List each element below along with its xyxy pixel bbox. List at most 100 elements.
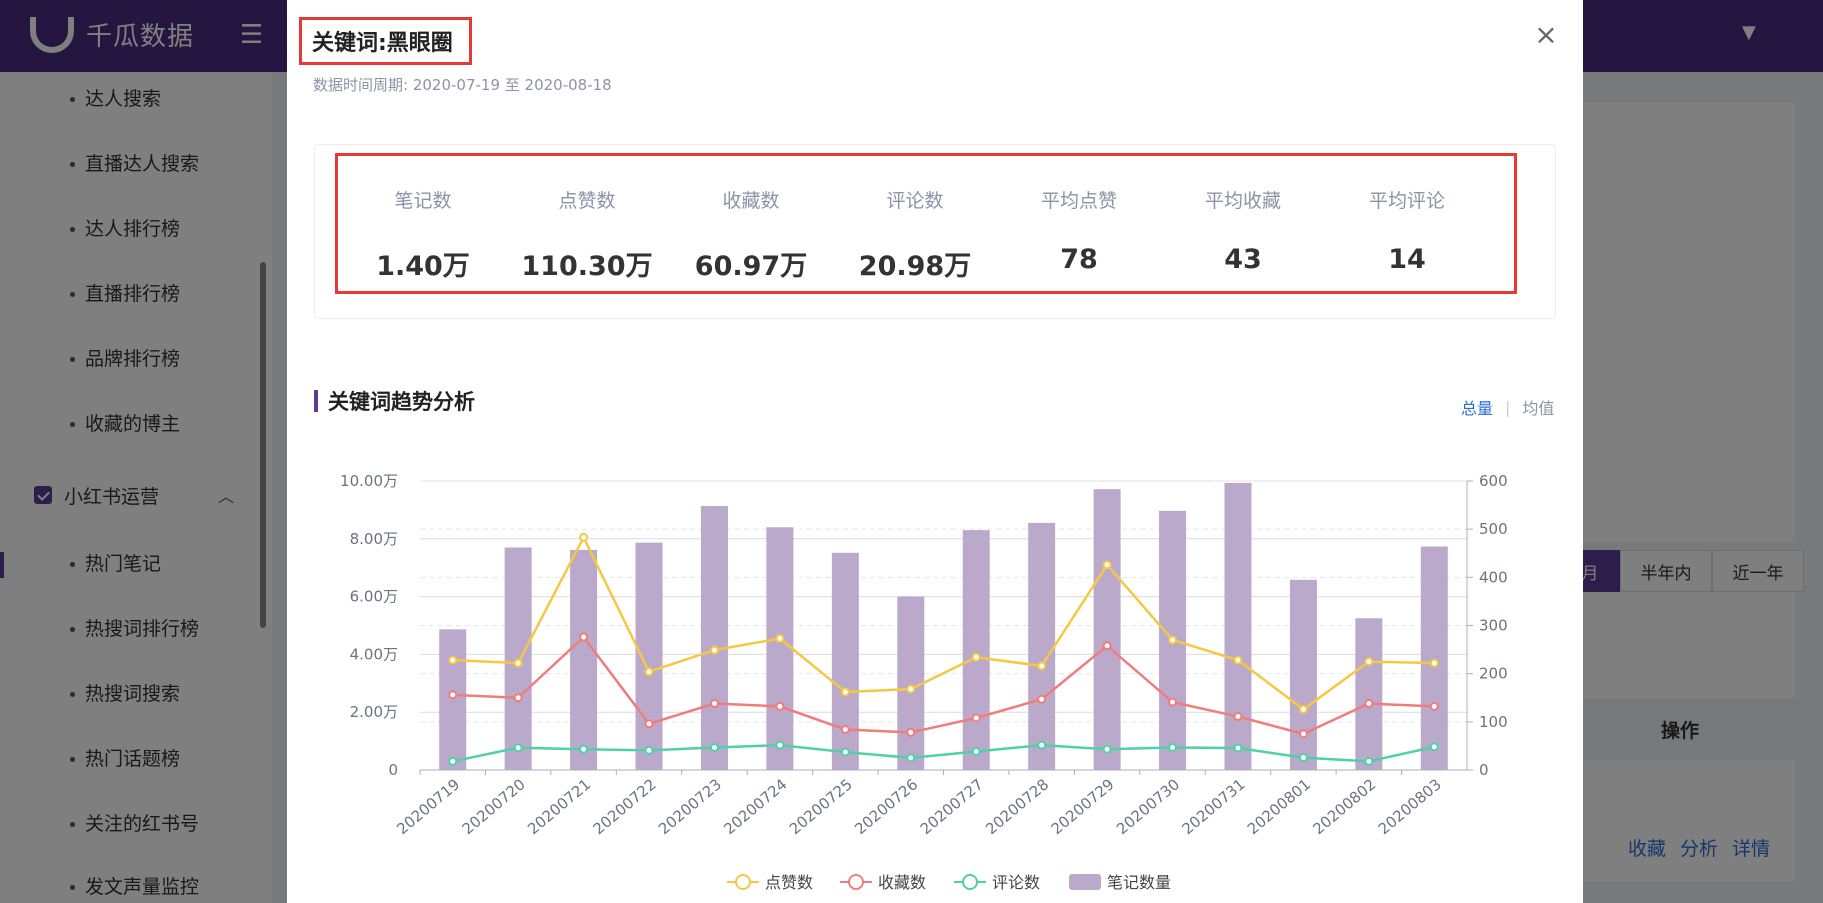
point-comments: [579, 744, 589, 754]
point-favorites: [1364, 699, 1374, 709]
y-right-tick-label: 200: [1479, 665, 1508, 683]
point-favorites: [579, 632, 589, 642]
y-right-tick-label: 400: [1479, 568, 1508, 586]
stat-avg-favorites: 平均收藏 43: [1204, 190, 1281, 275]
point-likes: [1364, 657, 1374, 667]
x-tick-label: 20200801: [1244, 775, 1314, 838]
legend-label: 笔记数量: [1107, 873, 1171, 892]
point-favorites: [840, 725, 850, 735]
bar-notes: [1289, 579, 1317, 770]
toggle-average[interactable]: 均值: [1522, 399, 1555, 418]
y-left-tick-label: 8.00万: [350, 530, 398, 548]
modal-title: 关键词:黑眼圈: [299, 17, 472, 65]
point-favorites: [1429, 701, 1439, 711]
legend-likes-marker: [735, 874, 751, 890]
point-favorites: [906, 727, 916, 737]
stat-avg-likes: 平均点赞 78: [1040, 190, 1117, 275]
stat-likes: 点赞数 110.30万: [521, 190, 653, 282]
point-comments: [448, 756, 458, 766]
point-favorites: [644, 719, 654, 729]
y-right-tick-label: 300: [1479, 617, 1508, 635]
point-comments: [513, 743, 523, 753]
bar-notes: [1420, 546, 1448, 770]
bar-notes: [1224, 482, 1252, 770]
point-comments: [1429, 742, 1439, 752]
point-likes: [1037, 661, 1047, 671]
x-tick-label: 20200726: [851, 775, 921, 838]
point-likes: [513, 658, 523, 668]
y-left-tick-label: 4.00万: [350, 645, 398, 663]
x-tick-label: 20200722: [590, 775, 660, 838]
y-right-tick-label: 0: [1479, 761, 1489, 779]
metric-toggle: 总量 | 均值: [1461, 395, 1554, 419]
point-likes: [1233, 655, 1243, 665]
x-tick-label: 20200803: [1375, 775, 1445, 838]
bar-notes: [570, 549, 598, 770]
bar-notes: [766, 527, 794, 770]
point-likes: [906, 684, 916, 694]
point-favorites: [1102, 641, 1112, 651]
point-comments: [644, 745, 654, 755]
stat-favorites: 收藏数 60.97万: [694, 190, 808, 282]
point-likes: [971, 652, 981, 662]
trend-chart: 0 2.00万 4.00万 6.00万 8.00万 10.00万 0 100 200 300 400…: [287, 460, 1583, 903]
point-likes: [775, 634, 785, 644]
x-tick-label: 20200719: [393, 775, 463, 838]
y-right-tick-label: 100: [1479, 713, 1508, 731]
bar-notes: [1028, 522, 1056, 770]
point-comments: [709, 742, 719, 752]
point-comments: [971, 747, 981, 757]
point-comments: [1298, 753, 1308, 763]
line-likes: [452, 534, 1435, 711]
keyword-modal: 关键词:黑眼圈 数据时间周期: 2020-07-19 至 2020-08-18 …: [287, 0, 1583, 903]
toggle-separator: |: [1505, 397, 1511, 417]
bar-notes: [1093, 489, 1121, 770]
y-left-tick-label: 6.00万: [350, 588, 398, 606]
x-tick-label: 20200724: [720, 775, 790, 838]
section-accent: [314, 390, 318, 412]
legend-label: 评论数: [992, 873, 1040, 892]
x-tick-label: 20200730: [1113, 775, 1183, 838]
legend-label: 点赞数: [765, 873, 813, 892]
legend-favorites-marker: [848, 874, 864, 890]
x-tick-label: 20200723: [655, 775, 725, 838]
point-favorites: [1298, 729, 1308, 739]
point-favorites: [971, 713, 981, 723]
bar-notes: [635, 542, 663, 770]
point-comments: [1037, 740, 1047, 750]
point-favorites: [1233, 712, 1243, 722]
stats-card: 笔记数 1.40万 点赞数 110.30万 收藏数 60.97万 评论数 20.98万 …: [314, 144, 1556, 319]
point-favorites: [513, 693, 523, 703]
y-right-tick-label: 600: [1479, 472, 1508, 490]
point-likes: [1168, 635, 1178, 645]
stat-notes: 笔记数 1.40万: [376, 190, 470, 282]
point-comments: [1168, 742, 1178, 752]
bar-notes: [700, 506, 728, 770]
x-tick-label: 20200731: [1178, 775, 1248, 838]
legend-label: 收藏数: [878, 873, 926, 892]
point-likes: [1102, 560, 1112, 570]
x-tick-label: 20200729: [1048, 775, 1118, 838]
legend-comments-marker: [962, 874, 978, 890]
point-likes: [1429, 658, 1439, 668]
stats-highlight: 笔记数 1.40万 点赞数 110.30万 收藏数 60.97万 评论数 20.98万 …: [335, 153, 1517, 294]
x-tick-label: 20200728: [982, 775, 1052, 838]
point-favorites: [1168, 697, 1178, 707]
point-likes: [644, 667, 654, 677]
point-comments: [1364, 756, 1374, 766]
point-comments: [840, 747, 850, 757]
point-likes: [840, 687, 850, 697]
point-favorites: [775, 701, 785, 711]
point-comments: [906, 753, 916, 763]
toggle-total[interactable]: 总量: [1461, 399, 1494, 418]
point-comments: [775, 740, 785, 750]
x-tick-label: 20200802: [1309, 775, 1379, 838]
x-tick-label: 20200720: [459, 775, 529, 838]
close-icon[interactable]: ×: [1534, 18, 1558, 51]
y-left-tick-label: 0: [388, 761, 398, 779]
point-likes: [579, 532, 589, 542]
y-left-tick-label: 10.00万: [340, 472, 398, 490]
trend-chart-svg: 0 2.00万 4.00万 6.00万 8.00万 10.00万 0 100 200 300 400…: [340, 472, 1508, 892]
x-tick-label: 20200721: [524, 775, 594, 838]
y-left-tick-label: 2.00万: [350, 703, 398, 721]
